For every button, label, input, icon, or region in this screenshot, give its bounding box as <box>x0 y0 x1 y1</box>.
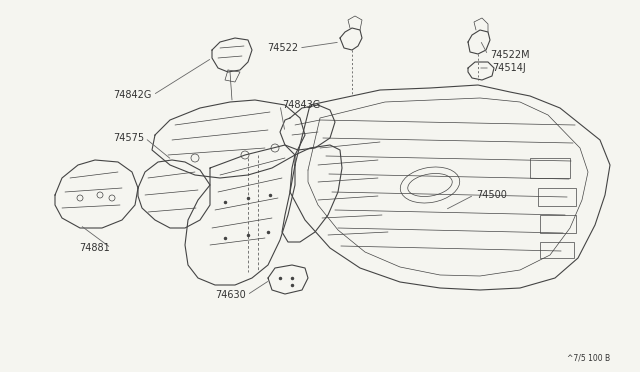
Text: 74514J: 74514J <box>492 63 525 73</box>
Text: 74842G: 74842G <box>114 90 152 100</box>
Text: 74881: 74881 <box>79 243 110 253</box>
Text: 74843G: 74843G <box>282 100 320 110</box>
Text: 74522: 74522 <box>267 43 298 53</box>
Text: 74630: 74630 <box>215 290 246 300</box>
Text: 74575: 74575 <box>113 133 144 143</box>
Text: 74522M: 74522M <box>490 50 530 60</box>
Text: 74500: 74500 <box>476 190 507 200</box>
Text: ^7/5 100 B: ^7/5 100 B <box>567 353 610 362</box>
